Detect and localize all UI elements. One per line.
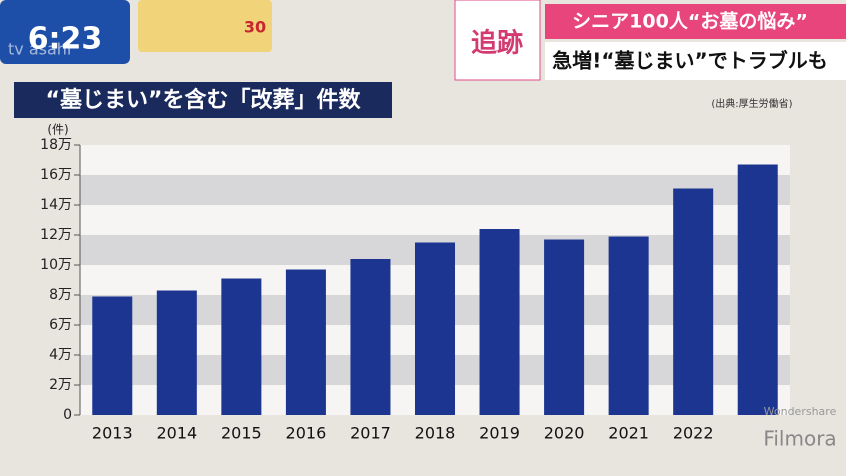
channel-logo: tv asahi xyxy=(8,40,71,59)
bar xyxy=(285,269,326,415)
clock-box xyxy=(0,0,130,64)
watermark-small: Wondershare xyxy=(764,405,837,418)
x-tick-label: 2018 xyxy=(415,424,456,443)
x-tick-label: 2020 xyxy=(544,424,585,443)
headline-top: シニア100人“お墓の悩み” xyxy=(572,10,808,33)
bar xyxy=(92,296,133,415)
y-tick-label: 18万 xyxy=(40,137,72,153)
x-tick-label: 2015 xyxy=(221,424,262,443)
watermark: Filmora xyxy=(763,427,836,451)
y-tick-label: 4万 xyxy=(49,347,72,363)
temperature: 30 xyxy=(244,18,266,37)
grid-band xyxy=(80,205,790,235)
bar xyxy=(156,290,197,415)
y-tick-label: 2万 xyxy=(49,377,72,393)
x-tick-label: 2013 xyxy=(92,424,133,443)
grid-band xyxy=(80,145,790,175)
headline-main-box xyxy=(545,42,846,80)
weather-box xyxy=(138,0,272,52)
x-tick-label: 2017 xyxy=(350,424,391,443)
source: (出典:厚生労働省) xyxy=(711,97,792,110)
y-tick-label: 6万 xyxy=(49,317,72,333)
bar xyxy=(608,236,649,415)
chart-title: “墓じまい”を含む「改葬」件数 xyxy=(46,87,362,113)
y-tick-label: 10万 xyxy=(40,257,72,273)
x-tick-label: 2021 xyxy=(608,424,649,443)
bar xyxy=(479,229,520,415)
bar xyxy=(673,188,714,415)
y-tick-label: 16万 xyxy=(40,167,72,183)
y-tick-label: 12万 xyxy=(40,227,72,243)
bar xyxy=(414,242,456,415)
bar xyxy=(221,278,262,415)
grid-band xyxy=(80,175,790,205)
x-tick-label: 2019 xyxy=(479,424,520,443)
plot: 0 2万 4万 6万 8万 10万 12万 14万 16万 18万 2013 2014 2015 2016… xyxy=(40,137,790,443)
title-box xyxy=(14,82,392,118)
corner-tag: 追跡 xyxy=(471,28,523,59)
bar xyxy=(737,164,778,415)
y-tick-label: 14万 xyxy=(40,197,72,213)
x-tick-label: 2016 xyxy=(286,424,327,443)
y-tick-label: 8万 xyxy=(49,287,72,303)
x-tick-label: 2014 xyxy=(156,424,197,443)
headline-top-box xyxy=(545,4,846,39)
y-tick-label: 0 xyxy=(63,407,72,423)
headline-main: 急増!“墓じまい”でトラブルも xyxy=(552,49,827,73)
y-axis-label: (件) xyxy=(47,123,68,137)
x-tick-label: 2022 xyxy=(673,424,714,443)
corner-tag-box xyxy=(454,0,541,81)
bar xyxy=(544,239,585,415)
bar xyxy=(350,259,391,415)
clock: 6:23 xyxy=(28,22,103,57)
